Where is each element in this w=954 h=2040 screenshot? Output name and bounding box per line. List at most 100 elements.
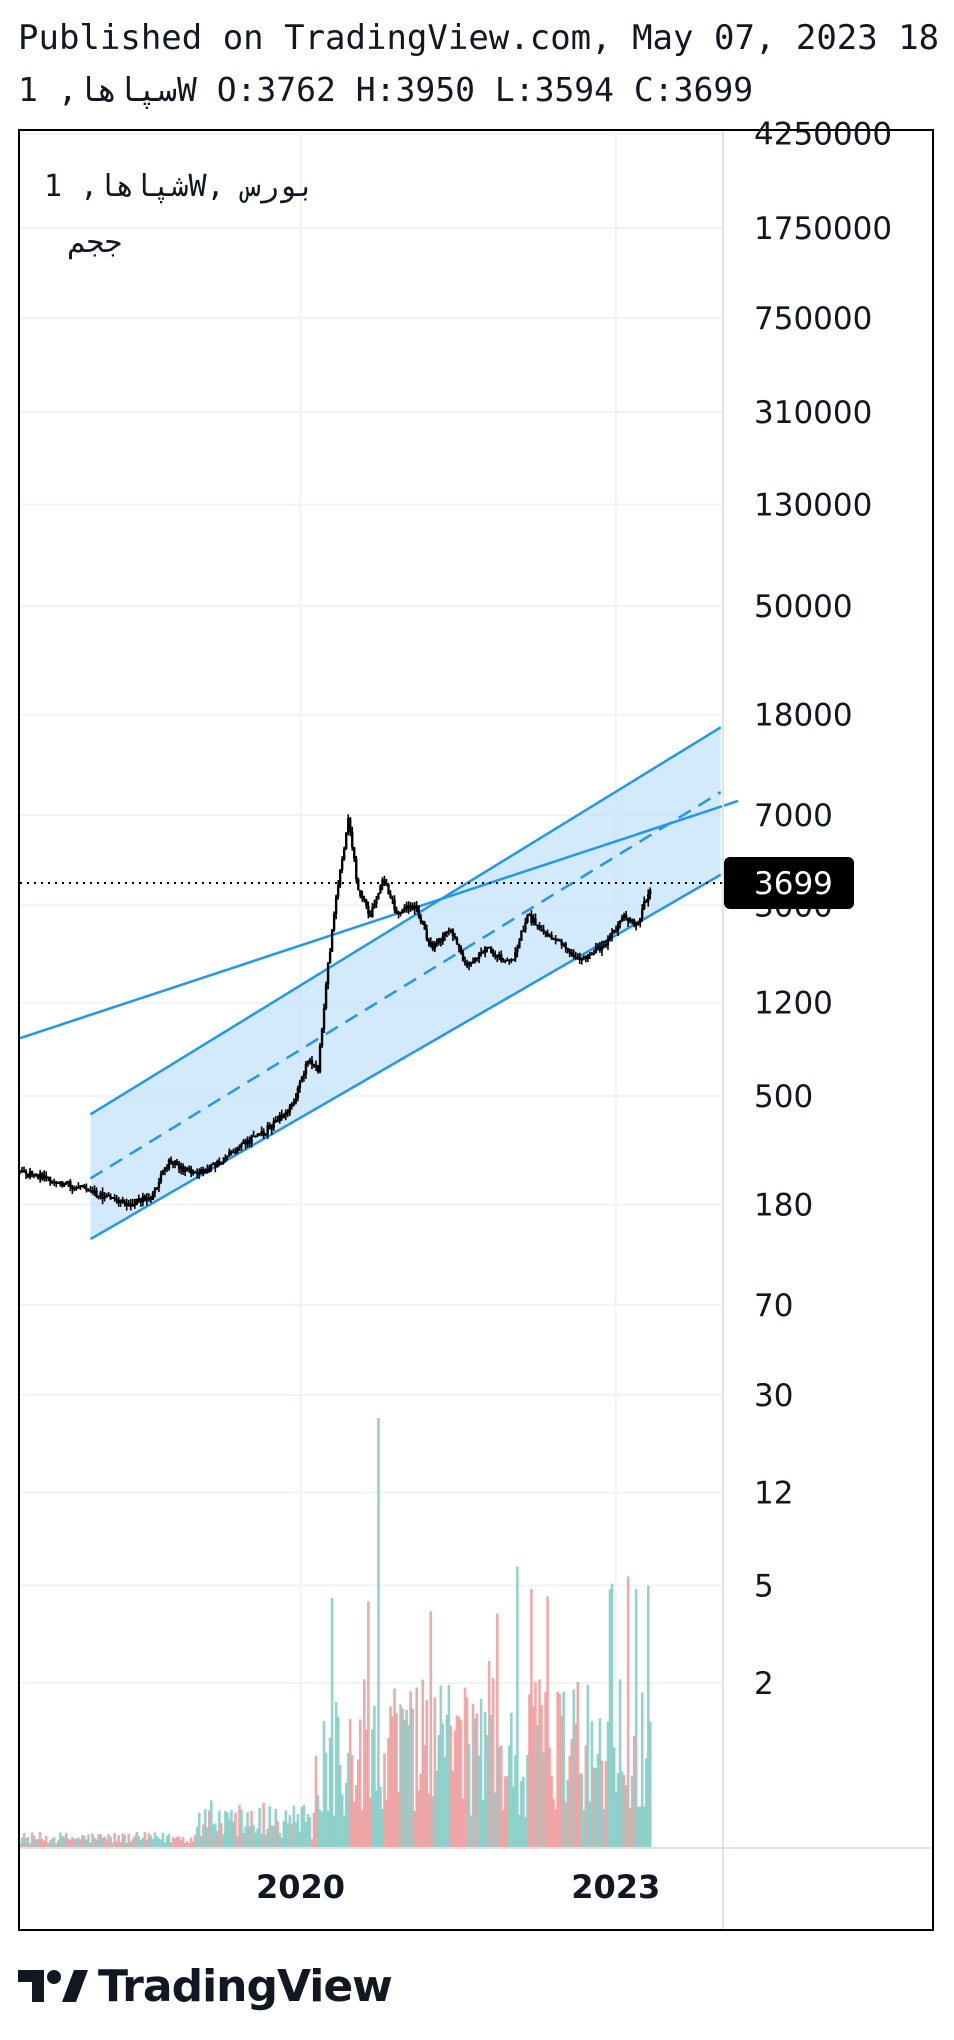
volume-bar — [598, 1718, 602, 1848]
volume-bar — [155, 1836, 159, 1848]
price-chart[interactable]: 4250000 1750000 750000 310000 130000 50000 180… — [0, 0, 954, 1960]
volume-bar — [119, 1841, 122, 1848]
candle-body — [610, 932, 614, 937]
volume-bar — [50, 1838, 54, 1848]
candle-body — [55, 1182, 58, 1184]
volume-bar — [316, 1795, 320, 1848]
tradingview-logo[interactable]: TradingView — [18, 1958, 393, 2014]
price-tick-label: 70 — [754, 1288, 793, 1324]
chart-legend-symbol[interactable]: شپاها, 1W, بورس — [44, 169, 315, 204]
candle-body — [42, 1175, 46, 1180]
volume-bar — [604, 1761, 608, 1848]
candle-body — [248, 1140, 251, 1144]
candle-body — [600, 945, 604, 951]
volume-bar — [548, 1747, 551, 1848]
candle-body — [189, 1169, 193, 1174]
candle-body — [357, 879, 360, 890]
candle-body — [433, 942, 437, 950]
volume-bar — [262, 1802, 265, 1848]
time-axis[interactable]: 2020 2023 — [20, 1847, 932, 1906]
candle-body — [20, 1170, 24, 1172]
candle-body — [479, 952, 483, 954]
volume-bar — [109, 1836, 112, 1848]
volume-bar — [485, 1735, 489, 1848]
volume-bar — [457, 1716, 461, 1848]
volume-bar — [244, 1826, 247, 1848]
volume-bar — [614, 1792, 618, 1848]
candle-body — [618, 921, 622, 924]
candle-body — [429, 941, 432, 946]
volume-bar — [161, 1832, 165, 1848]
candle-body — [379, 885, 382, 894]
volume-bar — [89, 1842, 92, 1848]
channel-upper-line[interactable] — [89, 726, 722, 1116]
candle-body — [282, 1115, 285, 1119]
volume-bar — [600, 1760, 604, 1848]
volume-bar — [32, 1835, 36, 1848]
volume-bar — [459, 1720, 463, 1848]
candle-body — [147, 1197, 151, 1199]
candle-body — [643, 901, 646, 910]
candle-body — [32, 1174, 36, 1177]
candle-body — [244, 1140, 247, 1145]
volume-bar — [58, 1832, 62, 1848]
candle-body — [177, 1164, 181, 1170]
candle-body — [409, 905, 412, 908]
candle-body — [91, 1190, 94, 1194]
volume-bar — [44, 1835, 48, 1848]
candle-body — [193, 1172, 197, 1174]
volume-bar — [564, 1802, 567, 1848]
candle-body — [457, 943, 461, 948]
volume-bar — [348, 1718, 352, 1848]
volume-bar — [240, 1809, 243, 1848]
volume-bar — [81, 1835, 84, 1848]
volume-bar — [530, 1588, 533, 1848]
candle-body — [471, 961, 475, 963]
candle-body — [596, 946, 600, 949]
volume-bar — [62, 1836, 66, 1848]
candle-body — [28, 1170, 32, 1178]
candle-body — [163, 1167, 167, 1171]
volume-bar — [220, 1823, 223, 1848]
ohlc-line: سپاها, 1W O:3762 H:3950 L:3594 C:3699 — [18, 70, 754, 109]
volume-bar — [105, 1839, 108, 1848]
candle-body — [447, 930, 451, 932]
volume-bar — [375, 1790, 378, 1848]
volume-bar — [113, 1833, 116, 1848]
candle-body — [266, 1125, 269, 1134]
channel-lower-line[interactable] — [89, 873, 722, 1241]
price-tick-label: 30 — [754, 1378, 793, 1414]
candle-body — [258, 1133, 261, 1135]
candle-body — [216, 1160, 219, 1168]
price-axis[interactable]: 4250000 1750000 750000 310000 130000 50000 180… — [722, 117, 892, 1930]
volume-bar — [570, 1739, 574, 1848]
volume-bar — [413, 1811, 416, 1848]
candle-body — [304, 1063, 308, 1075]
candle-body — [445, 931, 449, 934]
candle-body — [361, 895, 364, 900]
volume-bar — [544, 1691, 547, 1848]
volume-bar — [439, 1685, 443, 1848]
candle-body — [489, 947, 493, 953]
time-tick-label: 2020 — [256, 1868, 345, 1906]
candle-body — [602, 944, 606, 947]
volume-bar — [256, 1828, 259, 1848]
volume-bar — [103, 1836, 106, 1848]
volume-bar — [421, 1679, 425, 1848]
volume-bar — [389, 1706, 392, 1848]
candle-body — [87, 1190, 90, 1192]
volume-bar — [71, 1837, 74, 1848]
candle-body — [79, 1185, 82, 1188]
volume-bar — [562, 1691, 565, 1848]
volume-bar — [361, 1810, 364, 1848]
volume-bar — [320, 1811, 324, 1848]
candle-body — [83, 1185, 86, 1189]
candle-body — [125, 1202, 128, 1206]
parallel-channel[interactable] — [19, 726, 739, 1241]
candle-body — [606, 938, 610, 946]
volume-bar — [344, 1782, 348, 1848]
volume-bar — [187, 1842, 191, 1848]
channel-median-line[interactable] — [89, 790, 722, 1180]
trend-line[interactable] — [19, 799, 739, 1040]
volume-bar — [167, 1833, 171, 1848]
